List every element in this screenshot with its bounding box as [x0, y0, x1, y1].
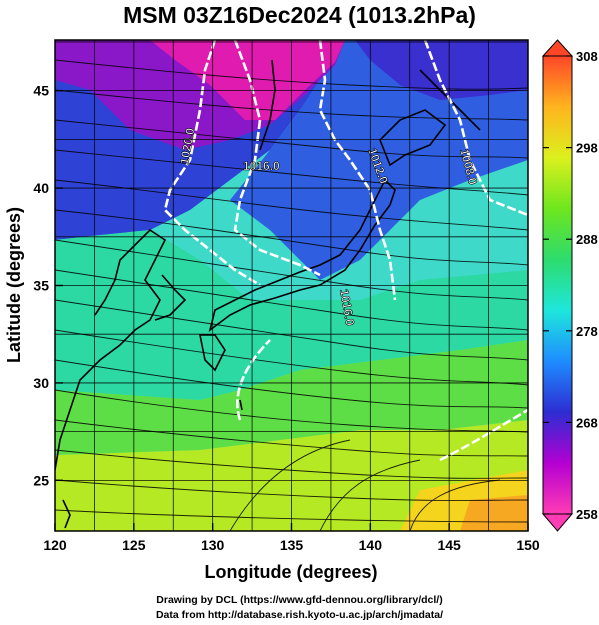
- lat-lon-grid: [55, 40, 528, 531]
- colorbar-bottom-arrow: [541, 513, 574, 532]
- x-axis-label: Longitude (degrees): [204, 562, 377, 582]
- x-tick-label: 120: [43, 537, 67, 553]
- credit-drawing: Drawing by DCL (https://www.gfd-dennou.o…: [156, 594, 443, 606]
- isobar-label: 1020.0: [177, 127, 197, 166]
- credit-data: Data from http://database.rish.kyoto-u.a…: [155, 609, 444, 621]
- x-tick-label: 130: [201, 537, 225, 553]
- colorbar-tick-label: 278: [576, 324, 598, 339]
- map-title: MSM 03Z16Dec2024 (1013.2hPa): [123, 2, 476, 28]
- colorbar-body: [542, 55, 573, 515]
- y-tick-label: 35: [33, 278, 49, 294]
- colorbar: 258 268 278 288 298 308: [541, 39, 598, 532]
- y-tick-label: 40: [33, 180, 49, 196]
- colorbar-tick-label: 288: [576, 232, 598, 247]
- colorbar-top-arrow: [541, 39, 574, 57]
- colorbar-tick-label: 308: [576, 49, 598, 64]
- isobar-label: 1016.0: [337, 288, 357, 327]
- y-axis-label: Latitude (degrees): [4, 207, 24, 363]
- y-tick-label: 30: [33, 375, 49, 391]
- y-axis: 25 30 35 40 45: [33, 83, 63, 488]
- colorbar-tick-label: 298: [576, 141, 598, 156]
- x-tick-label: 135: [280, 537, 304, 553]
- y-tick-label: 45: [33, 83, 49, 99]
- x-tick-label: 125: [122, 537, 146, 553]
- isobars: [163, 40, 528, 462]
- y-tick-label: 25: [33, 472, 49, 488]
- colorbar-tick-label: 258: [576, 507, 598, 522]
- x-tick-label: 150: [516, 537, 540, 553]
- x-tick-label: 145: [437, 537, 461, 553]
- colorbar-tick-label: 268: [576, 415, 598, 430]
- isobar-label: 1016.0: [243, 159, 280, 173]
- wind-streamlines: [55, 59, 528, 531]
- x-tick-label: 140: [359, 537, 383, 553]
- x-axis: 120 125 130 135 140 145 150: [43, 523, 540, 553]
